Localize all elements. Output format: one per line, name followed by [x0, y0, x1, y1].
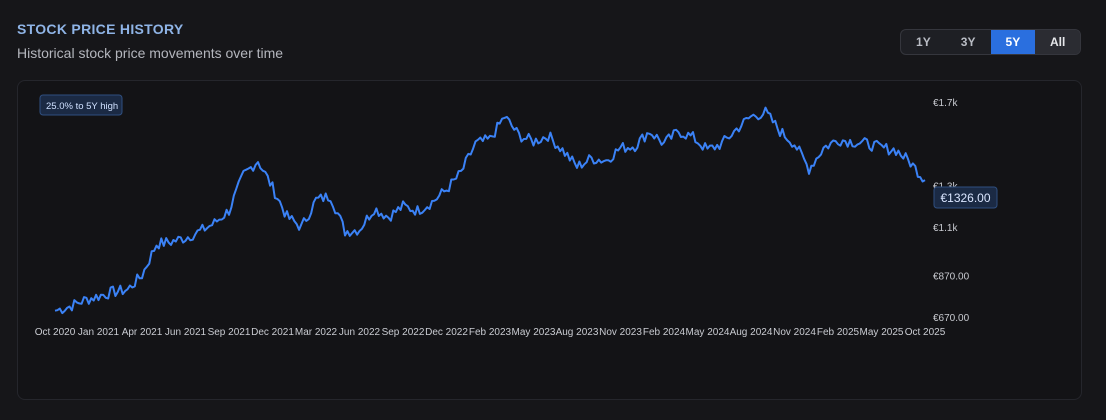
x-tick-label: Jan 2021	[78, 327, 120, 338]
x-tick-label: Sep 2022	[382, 327, 425, 338]
x-tick-label: May 2025	[860, 327, 904, 338]
x-tick-label: Dec 2022	[425, 327, 468, 338]
price-series-line	[55, 108, 925, 314]
current-price-text: €1326.00	[940, 191, 990, 205]
x-tick-label: Nov 2023	[599, 327, 642, 338]
x-axis-ticks: Oct 2020 Jan 2021 Apr 2021 Jun 2021 Sep 2021…	[35, 327, 946, 338]
x-tick-label: Mar 2022	[295, 327, 338, 338]
x-tick-label: Oct 2025	[905, 327, 946, 338]
x-tick-label: Feb 2023	[469, 327, 512, 338]
y-tick-label: €1.1k	[933, 223, 958, 234]
x-tick-label: Aug 2023	[556, 327, 599, 338]
x-tick-label: Sep 2021	[208, 327, 251, 338]
x-tick-label: Jun 2021	[165, 327, 207, 338]
x-tick-label: Aug 2024	[730, 327, 773, 338]
y-tick-label: €870.00	[933, 271, 970, 282]
x-tick-label: Nov 2024	[773, 327, 816, 338]
x-tick-label: Apr 2021	[122, 327, 163, 338]
performance-badge: 25.0% to 5Y high	[40, 95, 122, 115]
x-tick-label: May 2023	[512, 327, 556, 338]
y-axis-ticks: €1.7k€1.3k€1.1k€870.00€670.00	[933, 98, 970, 324]
y-tick-label: €670.00	[933, 313, 970, 324]
x-tick-label: Feb 2024	[643, 327, 686, 338]
y-tick-label: €1.7k	[933, 98, 958, 109]
x-tick-label: May 2024	[686, 327, 730, 338]
x-tick-label: Oct 2020	[35, 327, 76, 338]
current-price-tag: €1326.00	[934, 187, 997, 208]
x-tick-label: Jun 2022	[339, 327, 381, 338]
x-tick-label: Dec 2021	[251, 327, 294, 338]
x-tick-label: Feb 2025	[817, 327, 860, 338]
performance-badge-text: 25.0% to 5Y high	[46, 101, 118, 112]
